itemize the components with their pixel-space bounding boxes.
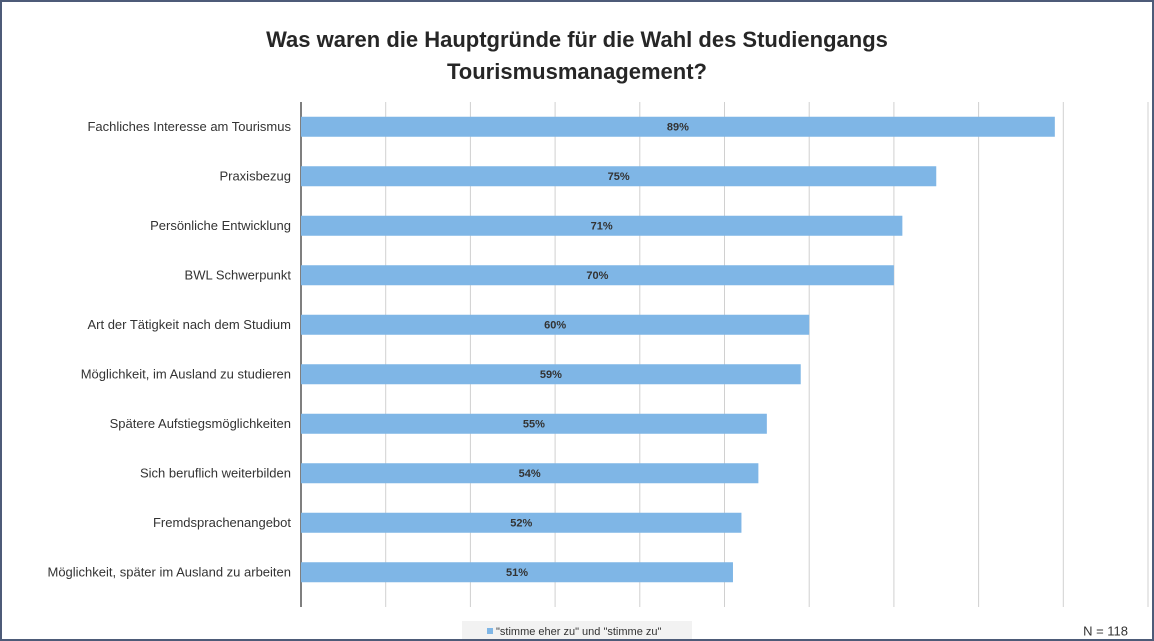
y-tick-label: Fachliches Interesse am Tourismus	[87, 119, 291, 134]
annotation: N = 118	[1083, 623, 1128, 638]
y-tick-label: Möglichkeit, im Ausland zu studieren	[81, 367, 291, 382]
data-label: 89%	[667, 122, 689, 134]
data-label: 55%	[523, 419, 545, 431]
title-box: Was waren die Hauptgründe für die Wahl d…	[2, 24, 1152, 88]
legend-box	[462, 621, 692, 639]
bar	[301, 314, 810, 335]
data-label: 52%	[510, 518, 532, 530]
bar	[301, 364, 801, 385]
y-tick-label: Praxisbezug	[219, 169, 291, 184]
bar	[301, 116, 1055, 137]
bar	[301, 265, 894, 286]
bar	[301, 512, 742, 533]
data-label: 59%	[540, 369, 562, 381]
y-tick-label: Fremdsprachenangebot	[153, 515, 291, 530]
y-tick-label: Spätere Aufstiegsmöglichkeiten	[110, 416, 291, 431]
bar	[301, 215, 903, 236]
bar	[301, 413, 767, 434]
y-tick-label: Möglichkeit, später im Ausland zu arbeit…	[47, 565, 291, 580]
y-tick-label: Sich beruflich weiterbilden	[140, 466, 291, 481]
data-label: 51%	[506, 567, 528, 579]
data-label: 71%	[591, 221, 613, 233]
data-label: 70%	[586, 270, 608, 282]
legend-label: "stimme eher zu" und "stimme zu"	[496, 626, 661, 638]
data-label: 60%	[544, 320, 566, 332]
data-label: 75%	[608, 171, 630, 183]
y-tick-label: BWL Schwerpunkt	[185, 268, 292, 283]
bar	[301, 166, 937, 187]
y-tick-label: Art der Tätigkeit nach dem Studium	[87, 317, 291, 332]
bar	[301, 562, 733, 583]
bar	[301, 463, 759, 484]
y-tick-label: Persönliche Entwicklung	[150, 218, 291, 233]
chart-title: Was waren die Hauptgründe für die Wahl d…	[266, 27, 888, 84]
legend-swatch	[487, 628, 493, 634]
data-label: 54%	[519, 468, 541, 480]
